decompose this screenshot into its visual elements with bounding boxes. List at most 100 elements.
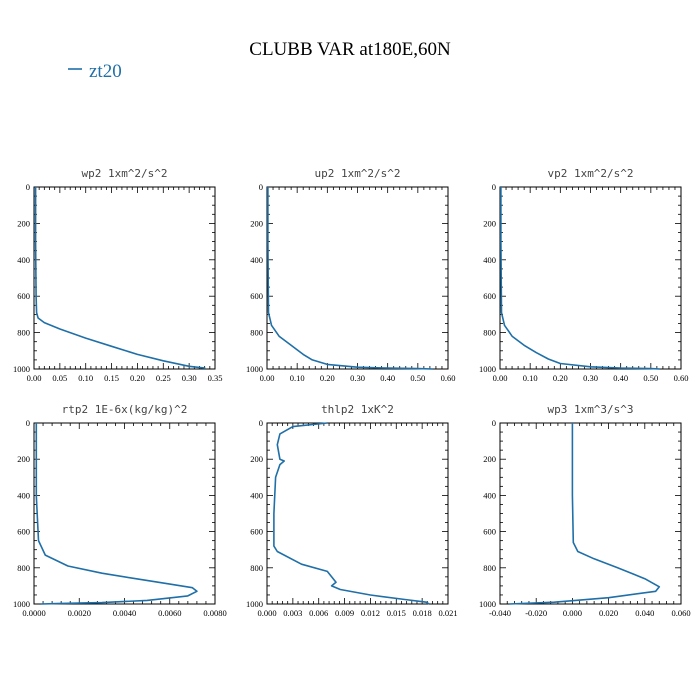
chart-panel: thlp2 1xK^2 0.000 0.003 0.006 0.009 0.012 0.01… <box>246 403 458 618</box>
x-tick-label: 0.006 <box>309 608 328 618</box>
panel-title: wp2 1xm^2/s^2 <box>81 167 167 180</box>
x-tick-label: 0.012 <box>361 608 380 618</box>
x-tick-label: 0.0060 <box>158 608 181 618</box>
y-tick-label: 1000 <box>479 364 496 374</box>
x-tick-label: 0.0000 <box>22 608 45 618</box>
y-tick-label: 400 <box>17 490 30 500</box>
series-line-zt20 <box>500 187 660 370</box>
y-tick-label: 400 <box>250 255 263 265</box>
panel-title: rtp2 1E-6x(kg/kg)^2 <box>62 403 188 416</box>
x-tick-label: 0.009 <box>335 608 354 618</box>
y-tick-label: 800 <box>483 328 496 338</box>
y-tick-label: 0 <box>259 418 263 428</box>
chart-panel: vp2 1xm^2/s^2 0.00 0.10 0.20 0.30 0.40 0.50 0.6… <box>479 167 688 383</box>
x-tick-label: 0.015 <box>387 608 406 618</box>
y-tick-label: 800 <box>17 328 30 338</box>
x-tick-label: 0.15 <box>104 373 119 383</box>
series-line-zt20 <box>509 423 661 605</box>
series-line-zt20 <box>35 423 198 605</box>
x-tick-label: 0.60 <box>441 373 456 383</box>
y-tick-label: 600 <box>17 291 30 301</box>
panel-title: thlp2 1xK^2 <box>321 403 394 416</box>
x-tick-label: -0.020 <box>525 608 547 618</box>
y-tick-label: 600 <box>250 291 263 301</box>
y-tick-label: 200 <box>483 454 496 464</box>
panel-title: wp3 1xm^3/s^3 <box>547 403 633 416</box>
x-tick-label: 0.50 <box>643 373 658 383</box>
y-tick-label: 200 <box>17 454 30 464</box>
panel-title: vp2 1xm^2/s^2 <box>547 167 633 180</box>
series-line-zt20 <box>273 422 430 605</box>
y-tick-label: 0 <box>492 418 496 428</box>
plot-frame <box>266 422 449 605</box>
y-tick-label: 0 <box>259 182 263 192</box>
x-tick-label: 0.50 <box>410 373 425 383</box>
x-tick-label: 0.040 <box>635 608 654 618</box>
x-tick-label: 0.20 <box>320 373 335 383</box>
y-tick-label: 400 <box>17 255 30 265</box>
y-tick-label: 200 <box>17 218 30 228</box>
x-tick-label: 0.40 <box>380 373 395 383</box>
panels-grid: wp2 1xm^2/s^2 0.00 0.05 0.10 0.15 0.20 0.25 0.3… <box>13 167 691 618</box>
figure-title: CLUBB VAR at180E,60N <box>249 39 451 60</box>
legend-label: zt20 <box>89 61 122 82</box>
x-tick-label: -0.040 <box>489 608 511 618</box>
y-tick-label: 1000 <box>246 364 263 374</box>
x-tick-label: 0.10 <box>523 373 538 383</box>
plot-frame <box>33 186 216 370</box>
x-tick-label: 0.05 <box>52 373 67 383</box>
y-tick-label: 0 <box>26 418 30 428</box>
y-tick-label: 800 <box>17 563 30 573</box>
y-tick-label: 800 <box>250 328 263 338</box>
plot-frame <box>499 422 682 605</box>
chart-panel: rtp2 1E-6x(kg/kg)^2 0.0000 0.0020 0.0040 0.0… <box>13 403 227 618</box>
x-tick-label: 0.0080 <box>203 608 226 618</box>
x-tick-label: 0.35 <box>208 373 223 383</box>
panel-title: up2 1xm^2/s^2 <box>314 167 400 180</box>
y-tick-label: 600 <box>483 527 496 537</box>
x-tick-label: 0.10 <box>290 373 305 383</box>
x-tick-label: 0.30 <box>583 373 598 383</box>
y-tick-label: 1000 <box>479 599 496 609</box>
y-tick-label: 400 <box>483 490 496 500</box>
y-tick-label: 200 <box>483 218 496 228</box>
x-tick-label: 0.40 <box>613 373 628 383</box>
x-tick-label: 0.30 <box>182 373 197 383</box>
x-tick-label: 0.00 <box>27 373 42 383</box>
x-tick-label: 0.000 <box>257 608 276 618</box>
y-tick-label: 800 <box>483 563 496 573</box>
series-line-zt20 <box>267 187 433 370</box>
y-tick-label: 600 <box>17 527 30 537</box>
chart-panel: wp2 1xm^2/s^2 0.00 0.05 0.10 0.15 0.20 0.25 0.3… <box>13 167 222 383</box>
y-tick-label: 400 <box>483 255 496 265</box>
y-tick-label: 1000 <box>13 364 30 374</box>
x-tick-label: 0.20 <box>130 373 145 383</box>
y-tick-label: 600 <box>250 527 263 537</box>
x-tick-label: 0.20 <box>553 373 568 383</box>
x-tick-label: 0.020 <box>599 608 618 618</box>
x-tick-label: 0.25 <box>156 373 171 383</box>
y-tick-label: 400 <box>250 490 263 500</box>
y-tick-label: 1000 <box>246 599 263 609</box>
y-tick-label: 800 <box>250 563 263 573</box>
x-tick-label: 0.018 <box>413 608 432 618</box>
x-tick-label: 0.00 <box>493 373 508 383</box>
plot-frame <box>499 186 682 370</box>
x-tick-label: 0.000 <box>563 608 582 618</box>
chart-panel: wp3 1xm^3/s^3 -0.040 -0.020 0.000 0.020 0.040… <box>479 403 691 618</box>
series-line-zt20 <box>34 187 206 369</box>
y-tick-label: 0 <box>492 182 496 192</box>
y-tick-label: 600 <box>483 291 496 301</box>
x-tick-label: 0.060 <box>671 608 690 618</box>
y-tick-label: 1000 <box>13 599 30 609</box>
x-tick-label: 0.021 <box>438 608 457 618</box>
y-tick-label: 0 <box>26 182 30 192</box>
x-tick-label: 0.10 <box>78 373 93 383</box>
x-tick-label: 0.60 <box>674 373 689 383</box>
x-tick-label: 0.00 <box>260 373 275 383</box>
chart-panel: up2 1xm^2/s^2 0.00 0.10 0.20 0.30 0.40 0.50 0.6… <box>246 167 455 383</box>
x-tick-label: 0.30 <box>350 373 365 383</box>
y-tick-label: 200 <box>250 218 263 228</box>
x-tick-label: 0.0040 <box>113 608 136 618</box>
